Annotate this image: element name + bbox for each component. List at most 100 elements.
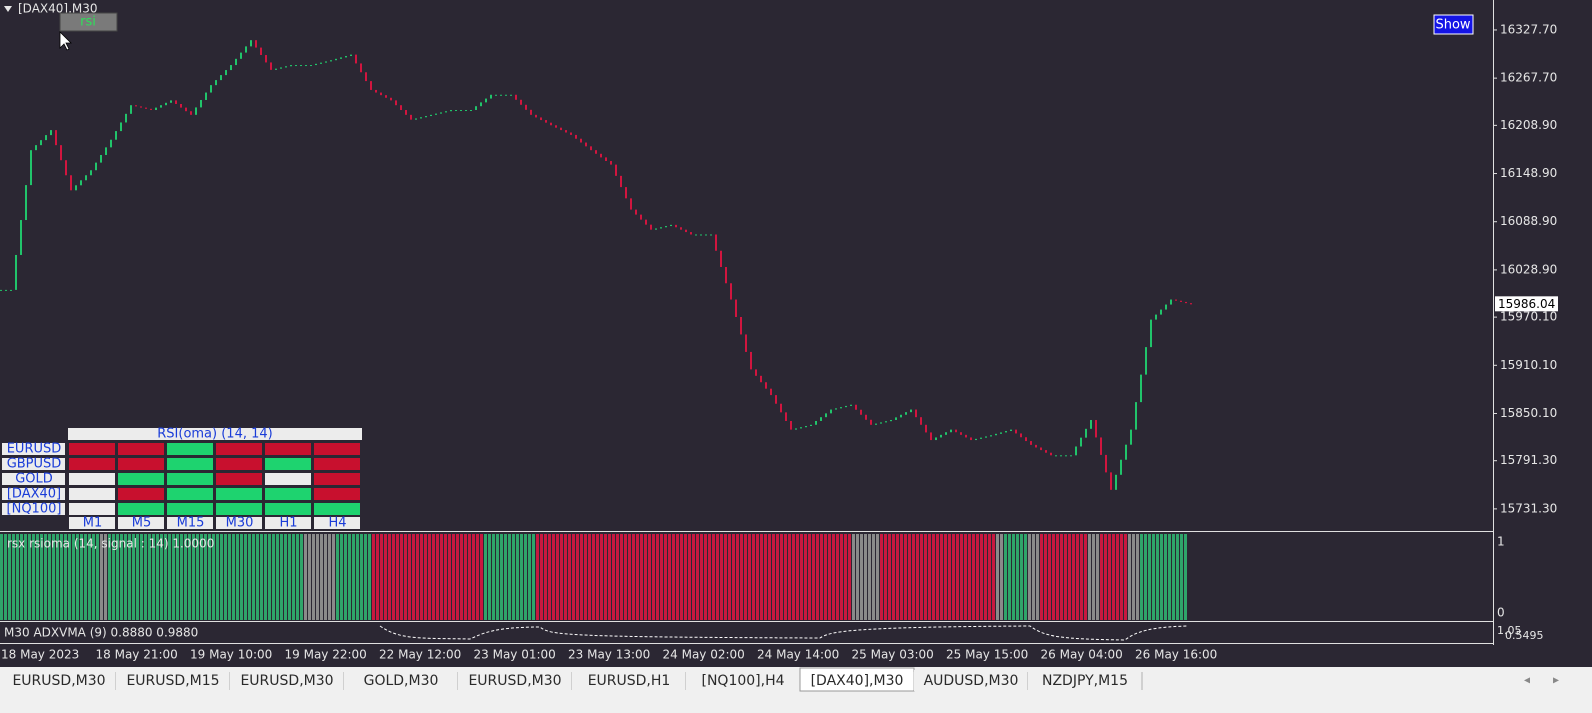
indicator-bar xyxy=(736,534,739,620)
indicator-bar xyxy=(132,534,135,620)
column-label[interactable]: H4 xyxy=(328,516,346,531)
indicator-bar xyxy=(864,534,867,620)
indicator-bar xyxy=(700,534,703,620)
indicator-bar xyxy=(412,534,415,620)
candle xyxy=(955,429,957,433)
tab-label[interactable]: AUDUSD,M30 xyxy=(924,673,1019,689)
candle xyxy=(245,46,247,53)
rsi-button[interactable] xyxy=(59,12,118,32)
show-button-label[interactable]: Show xyxy=(1435,18,1470,33)
tab-label[interactable]: [DAX40],M30 xyxy=(811,673,904,689)
candle xyxy=(185,107,187,112)
adxvma-line xyxy=(379,625,1188,641)
row-label[interactable]: [NQ100] xyxy=(7,502,62,517)
tab-label[interactable]: [NQ100],H4 xyxy=(701,673,784,689)
column-label[interactable]: H1 xyxy=(279,516,297,531)
tab-scroll-right[interactable]: ▸ xyxy=(1553,673,1559,687)
x-tick-label: 25 May 03:00 xyxy=(852,648,934,662)
candle xyxy=(420,117,422,119)
tab[interactable] xyxy=(230,670,344,691)
column-label[interactable]: M5 xyxy=(132,516,152,531)
tab[interactable] xyxy=(344,670,458,691)
indicator-bar xyxy=(488,534,491,620)
indicator-bar xyxy=(60,534,63,620)
indicator-bar xyxy=(464,534,467,620)
indicator-bar xyxy=(124,534,127,620)
tab-label[interactable]: EURUSD,H1 xyxy=(588,673,671,689)
candle xyxy=(1045,450,1047,453)
candle xyxy=(1135,402,1137,430)
candle xyxy=(170,100,172,103)
indicator-bar xyxy=(88,534,91,620)
indicator-bar xyxy=(316,534,319,620)
row-label[interactable]: GOLD xyxy=(15,472,53,487)
candle xyxy=(1025,437,1027,442)
row-label[interactable]: [DAX40] xyxy=(7,487,61,502)
tab-label[interactable]: EURUSD,M15 xyxy=(126,673,219,689)
tab-label[interactable]: EURUSD,M30 xyxy=(12,673,105,689)
column-label[interactable]: M1 xyxy=(83,516,103,531)
candle xyxy=(680,227,682,230)
indicator-bar xyxy=(484,534,487,620)
candle xyxy=(445,111,447,113)
candle xyxy=(630,198,632,210)
candle xyxy=(375,89,377,93)
collapse-arrow[interactable] xyxy=(4,6,12,12)
tab-label[interactable]: GOLD,M30 xyxy=(364,673,439,689)
candle xyxy=(580,138,582,143)
tab[interactable] xyxy=(1028,670,1142,691)
candle xyxy=(1110,472,1112,490)
tab-label[interactable]: EURUSD,M30 xyxy=(468,673,561,689)
candle xyxy=(1120,459,1122,475)
tab[interactable] xyxy=(2,670,116,691)
indicator-bar xyxy=(516,534,519,620)
candle xyxy=(720,250,722,268)
tab-label[interactable]: EURUSD,M30 xyxy=(240,673,333,689)
candle xyxy=(165,102,167,106)
table-cell xyxy=(167,443,213,455)
indicator-bar xyxy=(228,534,231,620)
candle xyxy=(345,56,347,58)
row-label[interactable]: EURUSD xyxy=(7,442,62,457)
indicator-bar xyxy=(840,534,843,620)
tab[interactable] xyxy=(572,670,686,691)
indicator-bar xyxy=(664,534,667,620)
indicator-bar xyxy=(576,534,579,620)
indicator-bar xyxy=(844,534,847,620)
candle xyxy=(115,131,117,140)
candle xyxy=(200,99,202,108)
indicator-bar xyxy=(912,534,915,620)
candle xyxy=(140,106,142,108)
indicator-bar xyxy=(404,534,407,620)
indicator-bar xyxy=(1124,534,1127,620)
show-button[interactable] xyxy=(1433,14,1474,35)
candle xyxy=(715,234,717,251)
tab-label[interactable]: NZDJPY,M15 xyxy=(1042,673,1128,689)
indicator-bar xyxy=(1028,534,1031,620)
indicator-bar xyxy=(272,534,275,620)
candle xyxy=(570,132,572,135)
rsi-button-label[interactable]: rsi xyxy=(80,15,96,30)
column-label[interactable]: M15 xyxy=(177,516,205,531)
candle xyxy=(750,351,752,370)
indicator-bar xyxy=(1052,534,1055,620)
indicator-bar xyxy=(848,534,851,620)
y-tick-label: 16148.90 xyxy=(1500,166,1557,180)
indicator-bar xyxy=(648,534,651,620)
row-label[interactable]: GBPUSD xyxy=(7,457,62,472)
tab[interactable] xyxy=(458,670,572,691)
candle xyxy=(710,234,712,236)
tab[interactable] xyxy=(914,670,1028,691)
indicator-bar xyxy=(620,534,623,620)
tab-scroll-left[interactable]: ◂ xyxy=(1524,673,1530,687)
tab[interactable] xyxy=(686,670,800,691)
indicator-bar xyxy=(1148,534,1151,620)
indicator-bar xyxy=(560,534,563,620)
tab[interactable] xyxy=(116,670,230,691)
candle xyxy=(845,405,847,408)
column-label[interactable]: M30 xyxy=(226,516,254,531)
indicator-bar xyxy=(344,534,347,620)
candle xyxy=(830,409,832,414)
candle xyxy=(620,175,622,188)
indicator-bar xyxy=(740,534,743,620)
